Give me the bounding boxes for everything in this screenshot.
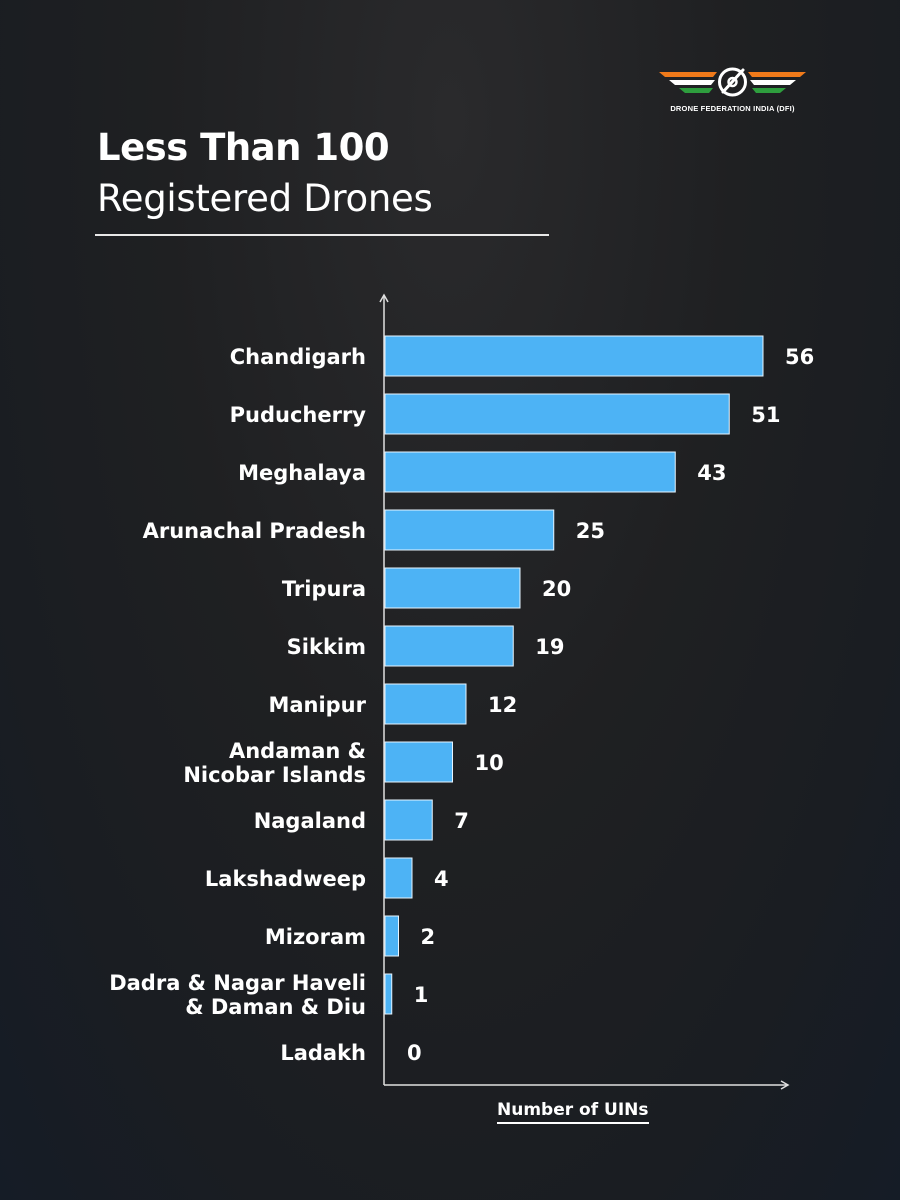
data-label: 4 (434, 867, 449, 891)
category-label-line: Sikkim (287, 635, 366, 659)
data-label: 12 (488, 693, 517, 717)
category-label: Arunachal Pradesh (143, 519, 366, 543)
data-label: 43 (697, 461, 726, 485)
bar-0 (384, 335, 764, 377)
category-label-line: Ladakh (280, 1041, 366, 1065)
title-divider (95, 234, 549, 236)
bar-7 (384, 741, 453, 783)
category-label: Puducherry (230, 403, 367, 427)
category-label: Meghalaya (238, 461, 366, 485)
brand-name: DRONE FEDERATION INDIA (DFI) (670, 104, 795, 113)
data-label: 19 (535, 635, 564, 659)
bar-2 (384, 451, 676, 493)
bar-10 (384, 915, 399, 957)
category-label-line: Nagaland (254, 809, 366, 833)
bar-1 (384, 393, 730, 435)
category-label: Sikkim (287, 635, 366, 659)
x-axis-label: Number of UINs (497, 1099, 649, 1124)
category-label: Nagaland (254, 809, 366, 833)
data-label: 1 (414, 983, 429, 1007)
data-label: 25 (576, 519, 605, 543)
data-label: 7 (454, 809, 469, 833)
bar-3 (384, 509, 555, 551)
category-label: Mizoram (265, 925, 366, 949)
wing-l2-stripe (669, 80, 715, 85)
data-label: 51 (751, 403, 780, 427)
category-label-line: Mizoram (265, 925, 366, 949)
category-label-line: Lakshadweep (205, 867, 366, 891)
x-axis-arrow-icon (780, 1080, 790, 1090)
category-label-line: Andaman & (229, 739, 366, 763)
chart-subtitle: Registered Drones (97, 177, 433, 220)
bar-8 (384, 799, 433, 841)
bar-9 (384, 857, 413, 899)
category-label: Andaman & Nicobar Islands (183, 739, 366, 787)
category-label-line: & Daman & Diu (185, 995, 366, 1019)
bar-6 (384, 683, 467, 725)
bar-5 (384, 625, 514, 667)
category-label-line: Chandigarh (230, 345, 366, 369)
category-label: Ladakh (280, 1041, 366, 1065)
category-label-line: Nicobar Islands (183, 763, 366, 787)
data-label: 0 (407, 1041, 422, 1065)
dfi-logo: DRONE FEDERATION INDIA (DFI) (655, 64, 810, 120)
wing-l1-stripe (659, 72, 717, 77)
category-label: Chandigarh (230, 345, 366, 369)
wing-r2-stripe (750, 80, 796, 85)
dfi-winged-drone-logo-icon (659, 67, 806, 97)
wing-r3-stripe (752, 88, 786, 93)
chart-title: Less Than 100 (97, 126, 390, 169)
wing-l3-stripe (679, 88, 713, 93)
data-label: 2 (421, 925, 436, 949)
y-axis-arrow-icon (379, 293, 389, 303)
category-label-line: Manipur (268, 693, 366, 717)
category-label: Manipur (268, 693, 366, 717)
category-label: Tripura (282, 577, 366, 601)
data-label: 56 (785, 345, 814, 369)
data-label: 20 (542, 577, 571, 601)
category-label-line: Dadra & Nagar Haveli (109, 971, 366, 995)
category-label: Dadra & Nagar Haveli & Daman & Diu (109, 971, 366, 1019)
category-label-line: Meghalaya (238, 461, 366, 485)
data-label: 10 (475, 751, 504, 775)
category-label-line: Arunachal Pradesh (143, 519, 366, 543)
category-label: Lakshadweep (205, 867, 366, 891)
category-label-line: Tripura (282, 577, 366, 601)
bar-4 (384, 567, 521, 609)
bar-11 (384, 973, 393, 1015)
category-label-line: Puducherry (230, 403, 367, 427)
wing-r1-stripe (748, 72, 806, 77)
